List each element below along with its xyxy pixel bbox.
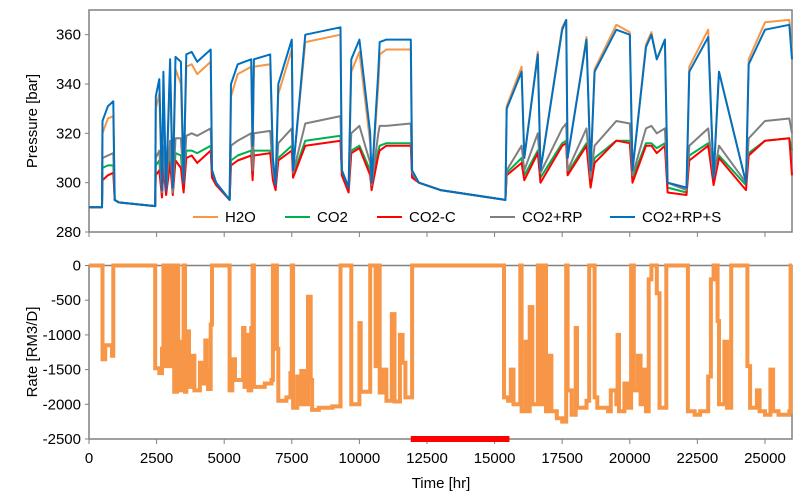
y-tick-label: 320 <box>56 125 81 142</box>
x-tick-label: 15000 <box>474 450 516 467</box>
legend-label: CO2+RP <box>522 209 582 226</box>
y-tick-label: -2500 <box>43 431 81 448</box>
legend-item: CO2-C <box>377 209 456 226</box>
plot-frame <box>88 9 793 233</box>
y-tick-label: 360 <box>56 27 81 44</box>
y-tick-label: -1500 <box>43 362 81 379</box>
x-tick-label: 17500 <box>541 450 583 467</box>
y-tick-label: 340 <box>56 76 81 93</box>
x-tick-label: 0 <box>85 450 93 467</box>
x-tick-label: 5000 <box>208 450 241 467</box>
legend-label: H2O <box>225 209 256 226</box>
legend-item: H2O <box>193 209 256 226</box>
legend-item: CO2 <box>285 209 348 226</box>
pressure-axis-label: Pressure [bar] <box>24 74 41 168</box>
series-line-rate <box>89 263 793 424</box>
rate-plot: -2500 -2000 -1500 -1000 -500 0 0 2500 5000 7500 10… <box>43 258 793 467</box>
time-axis-label: Time [hr] <box>412 475 471 492</box>
series-line-co2-rp-s <box>89 18 793 209</box>
highlight-span-bar <box>410 436 510 442</box>
pressure-plot: 280 300 320 340 360 H2O CO2 CO2-C CO2+RP CO2+RP+S <box>56 9 793 241</box>
x-tick-label: 22500 <box>677 450 719 467</box>
legend-label: CO2+RP+S <box>642 209 721 226</box>
series-line-co2-rp <box>89 115 793 209</box>
y-tick-label: -1000 <box>43 327 81 344</box>
rate-axis-label: Rate [RM3/D] <box>24 307 41 398</box>
legend-label: CO2 <box>317 209 348 226</box>
legend-label: CO2-C <box>409 209 456 226</box>
y-tick-label: -500 <box>51 292 81 309</box>
legend-item: CO2+RP+S <box>610 209 721 226</box>
y-tick-label: 300 <box>56 175 81 192</box>
x-tick-label: 7500 <box>275 450 308 467</box>
x-tick-label: 12500 <box>406 450 448 467</box>
x-tick-label: 25000 <box>744 450 786 467</box>
x-tick-label: 2500 <box>140 450 173 467</box>
y-tick-label: 0 <box>73 258 81 275</box>
legend-item: CO2+RP <box>490 209 582 226</box>
y-tick-label: -2000 <box>43 396 81 413</box>
x-tick-label: 20000 <box>609 450 651 467</box>
y-tick-label: 280 <box>56 224 81 241</box>
legend: H2O CO2 CO2-C CO2+RP CO2+RP+S <box>193 209 721 226</box>
x-tick-label: 10000 <box>339 450 381 467</box>
